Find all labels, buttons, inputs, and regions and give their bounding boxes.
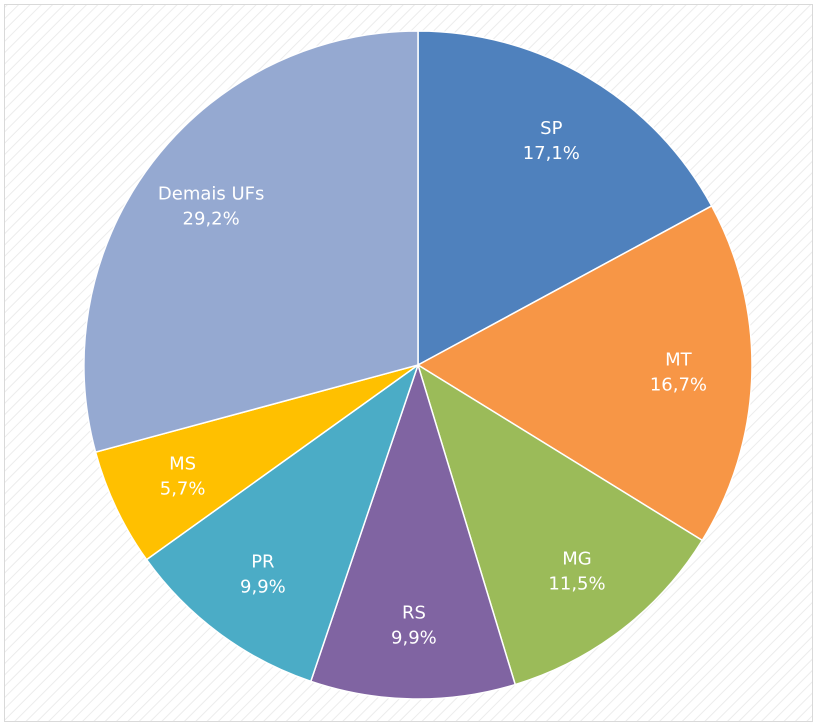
pie-slice	[145, 363, 420, 683]
slice-label: MS	[169, 454, 196, 475]
slice-label: MT	[665, 349, 693, 370]
pie-slice	[309, 362, 517, 700]
slice-value-label: 5,7%	[160, 479, 206, 500]
slice-value-label: 29,2%	[183, 209, 240, 230]
pie-slice	[417, 30, 713, 367]
slice-value-label: 17,1%	[523, 143, 580, 164]
slice-value-label: 16,7%	[650, 374, 707, 395]
slice-label: RS	[402, 602, 426, 623]
slice-label: MG	[562, 548, 591, 569]
pie-slice	[416, 363, 704, 686]
slice-value-label: 9,9%	[240, 576, 286, 597]
pie-slice	[416, 204, 753, 542]
slice-label: Demais UFs	[158, 184, 265, 205]
slice-label: PR	[251, 551, 274, 572]
slice-value-label: 11,5%	[548, 573, 605, 594]
slice-label: SP	[540, 118, 562, 139]
slice-value-label: 9,9%	[391, 627, 437, 648]
pie-slice	[83, 30, 419, 454]
